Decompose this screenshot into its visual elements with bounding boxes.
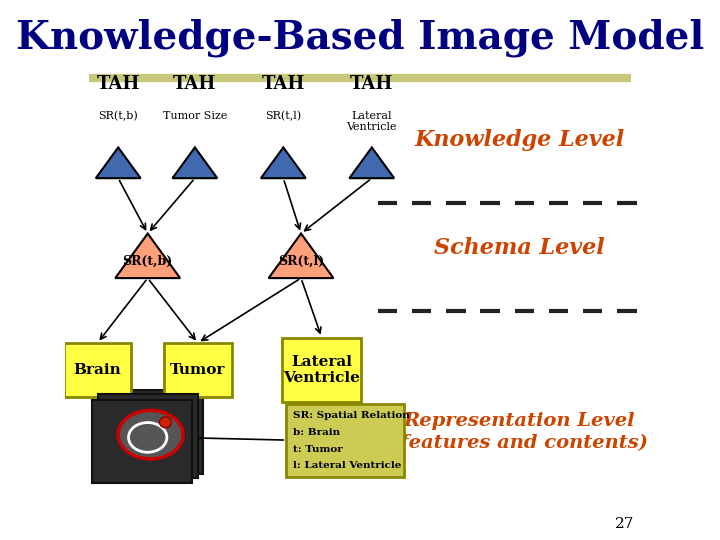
Text: Tumor Size: Tumor Size	[163, 111, 227, 121]
Text: Lateral
Ventricle: Lateral Ventricle	[283, 355, 360, 385]
Text: SR(t,l): SR(t,l)	[278, 255, 324, 268]
Polygon shape	[269, 233, 333, 278]
FancyBboxPatch shape	[91, 400, 192, 483]
Text: TAH: TAH	[261, 75, 305, 93]
Polygon shape	[96, 147, 140, 178]
FancyBboxPatch shape	[102, 390, 202, 474]
Text: Brain: Brain	[73, 363, 122, 377]
Text: Schema Level: Schema Level	[434, 238, 605, 259]
Text: Knowledge-Based Image Model: Knowledge-Based Image Model	[16, 18, 704, 57]
Circle shape	[160, 417, 171, 428]
Text: SR(t,b): SR(t,b)	[99, 111, 138, 121]
Text: Lateral
Ventricle: Lateral Ventricle	[346, 111, 397, 132]
Text: Representation Level
(features and contents): Representation Level (features and conte…	[391, 413, 648, 451]
Text: b: Brain: b: Brain	[293, 428, 341, 437]
Text: TAH: TAH	[96, 75, 140, 93]
Text: Tumor: Tumor	[170, 363, 225, 377]
Text: 27: 27	[615, 517, 634, 531]
Text: Knowledge Level: Knowledge Level	[414, 130, 624, 151]
Polygon shape	[349, 147, 395, 178]
FancyBboxPatch shape	[282, 338, 361, 402]
Polygon shape	[115, 233, 180, 278]
FancyBboxPatch shape	[164, 343, 232, 397]
FancyBboxPatch shape	[287, 404, 404, 477]
Text: SR(t,l): SR(t,l)	[265, 111, 302, 121]
Text: l: Lateral Ventricle: l: Lateral Ventricle	[293, 461, 402, 470]
Text: t: Tumor: t: Tumor	[293, 444, 343, 454]
Polygon shape	[173, 147, 217, 178]
Text: SR(t,b): SR(t,b)	[122, 255, 173, 268]
FancyBboxPatch shape	[98, 394, 198, 478]
Ellipse shape	[118, 410, 183, 459]
Text: SR: Spatial Relation: SR: Spatial Relation	[293, 411, 410, 420]
FancyBboxPatch shape	[63, 343, 132, 397]
Polygon shape	[261, 147, 306, 178]
Text: TAH: TAH	[350, 75, 394, 93]
Text: TAH: TAH	[174, 75, 217, 93]
